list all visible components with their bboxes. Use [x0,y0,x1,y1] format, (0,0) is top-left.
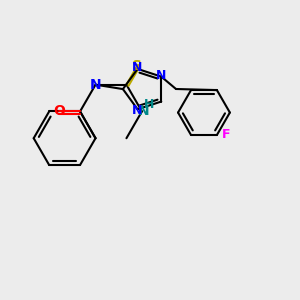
Text: N: N [132,61,143,74]
Text: N: N [132,104,143,117]
Text: N: N [90,78,101,92]
Text: N: N [138,104,149,118]
Text: N: N [156,69,166,82]
Text: O: O [53,104,65,118]
Text: F: F [222,128,231,142]
Text: H: H [143,98,154,112]
Text: S: S [133,58,142,73]
